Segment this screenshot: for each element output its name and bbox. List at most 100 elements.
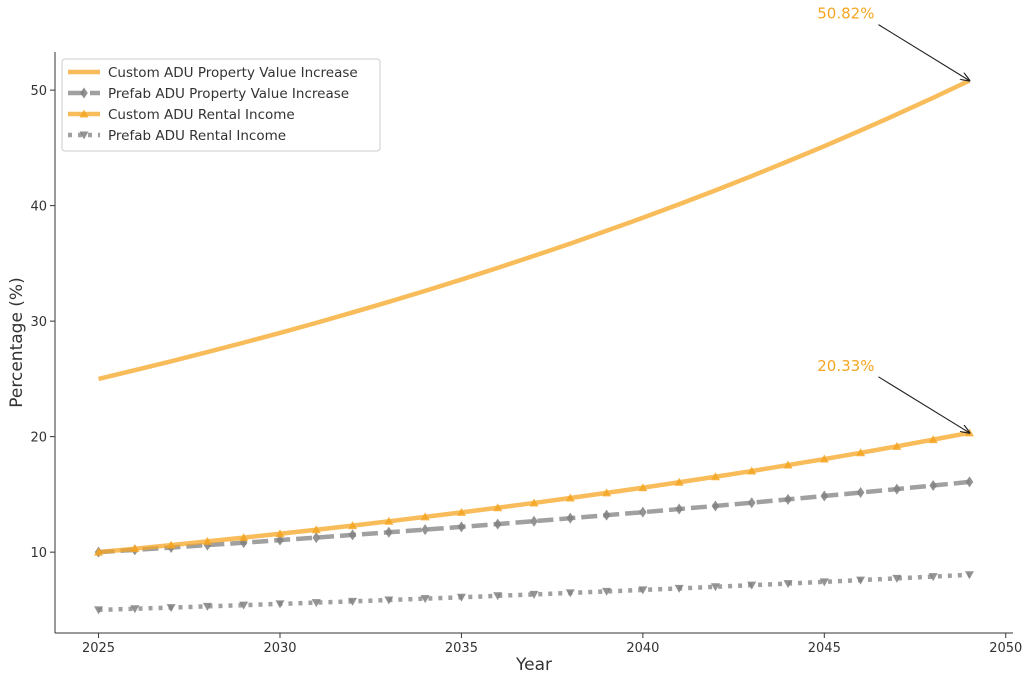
data-point xyxy=(893,483,901,495)
x-tick-label: 2030 xyxy=(263,641,296,656)
data-point xyxy=(94,547,104,556)
data-point xyxy=(928,573,938,582)
series-2 xyxy=(94,476,974,558)
data-point xyxy=(348,529,357,541)
data-point xyxy=(202,602,212,611)
data-point xyxy=(638,483,648,492)
data-point xyxy=(130,544,140,553)
y-tick-label: 20 xyxy=(30,431,47,446)
series-group xyxy=(94,78,974,615)
y-tick-label: 40 xyxy=(30,200,47,215)
legend-item-3: Custom ADU Rental Income xyxy=(68,107,295,123)
legend-item-4: Prefab ADU Rental Income xyxy=(68,128,286,144)
series-line xyxy=(98,430,970,555)
data-point xyxy=(493,518,502,530)
data-point xyxy=(166,540,176,549)
legend-marker xyxy=(79,131,89,140)
data-point xyxy=(565,493,575,502)
data-point xyxy=(784,493,792,505)
data-point xyxy=(602,509,611,521)
data-point xyxy=(166,604,176,613)
data-point xyxy=(674,477,684,486)
data-point xyxy=(819,454,829,463)
y-tick-label: 50 xyxy=(30,84,47,99)
data-point xyxy=(820,490,829,502)
data-point xyxy=(929,479,937,491)
data-point xyxy=(674,584,684,593)
data-point xyxy=(602,488,612,497)
data-point xyxy=(747,466,757,475)
legend-label: Prefab ADU Rental Income xyxy=(108,128,286,144)
data-point xyxy=(312,532,321,544)
data-point xyxy=(747,581,757,590)
data-point xyxy=(348,521,358,530)
legend-label: Prefab ADU Property Value Increase xyxy=(108,86,349,102)
data-point xyxy=(421,524,429,536)
data-point xyxy=(710,583,720,592)
data-point xyxy=(529,498,539,507)
data-point xyxy=(420,512,430,521)
data-point xyxy=(783,580,793,589)
data-point xyxy=(275,600,285,609)
data-point xyxy=(747,497,756,509)
data-point xyxy=(529,590,539,599)
y-tick-label: 10 xyxy=(30,546,47,561)
data-point xyxy=(928,435,938,444)
y-axis-title: Percentage (%) xyxy=(7,277,27,407)
data-point xyxy=(456,507,466,516)
data-point xyxy=(639,506,647,518)
data-point xyxy=(638,586,648,595)
data-point xyxy=(856,487,865,499)
data-point xyxy=(711,500,720,512)
data-point xyxy=(94,606,104,615)
x-tick-label: 2025 xyxy=(82,641,115,656)
legend-marker xyxy=(79,109,89,118)
data-point xyxy=(311,599,321,608)
legend-label: Custom ADU Rental Income xyxy=(108,107,295,123)
data-point xyxy=(384,596,394,605)
data-point xyxy=(783,460,793,469)
data-point xyxy=(493,592,503,601)
data-point xyxy=(384,516,394,525)
series-1 xyxy=(98,78,971,382)
axes: 2025 2030 2035 2040 2045 20501020304050YearPe… xyxy=(7,52,1022,675)
data-point xyxy=(675,503,683,515)
data-point xyxy=(456,593,466,602)
data-point xyxy=(819,578,829,587)
data-point xyxy=(385,526,393,538)
data-point xyxy=(493,503,503,512)
data-point xyxy=(565,589,575,598)
data-point xyxy=(130,605,140,614)
annotation-arrow xyxy=(878,24,969,81)
annotations: 50.82% 20.33% xyxy=(817,5,969,433)
data-point xyxy=(710,472,720,481)
x-tick-label: 2040 xyxy=(626,641,659,656)
legend-item-1: Custom ADU Property Value Increase xyxy=(68,65,358,81)
data-point xyxy=(602,587,612,596)
series-4 xyxy=(94,571,974,615)
x-tick-label: 2050 xyxy=(989,641,1022,656)
x-axis-title: Year xyxy=(515,655,552,675)
annotation-label: 20.33% xyxy=(817,357,874,375)
data-point xyxy=(202,536,212,545)
data-point xyxy=(856,576,866,585)
data-point xyxy=(420,595,430,604)
x-tick-label: 2045 xyxy=(808,641,841,656)
legend-marker xyxy=(80,87,88,99)
data-point xyxy=(348,597,358,606)
annotation-label: 50.82% xyxy=(817,5,874,23)
y-tick-label: 30 xyxy=(30,315,47,330)
data-point xyxy=(311,525,321,534)
data-point xyxy=(566,512,575,524)
data-point xyxy=(964,571,974,580)
data-point xyxy=(276,534,284,546)
data-point xyxy=(275,529,285,538)
data-point xyxy=(965,476,974,488)
series-line xyxy=(98,78,971,382)
legend-label: Custom ADU Property Value Increase xyxy=(108,65,358,81)
legend: Custom ADU Property Value Increase Prefab… xyxy=(61,58,381,152)
legend-item-2: Prefab ADU Property Value Increase xyxy=(68,86,349,102)
data-point xyxy=(530,515,538,527)
data-point xyxy=(239,533,249,542)
